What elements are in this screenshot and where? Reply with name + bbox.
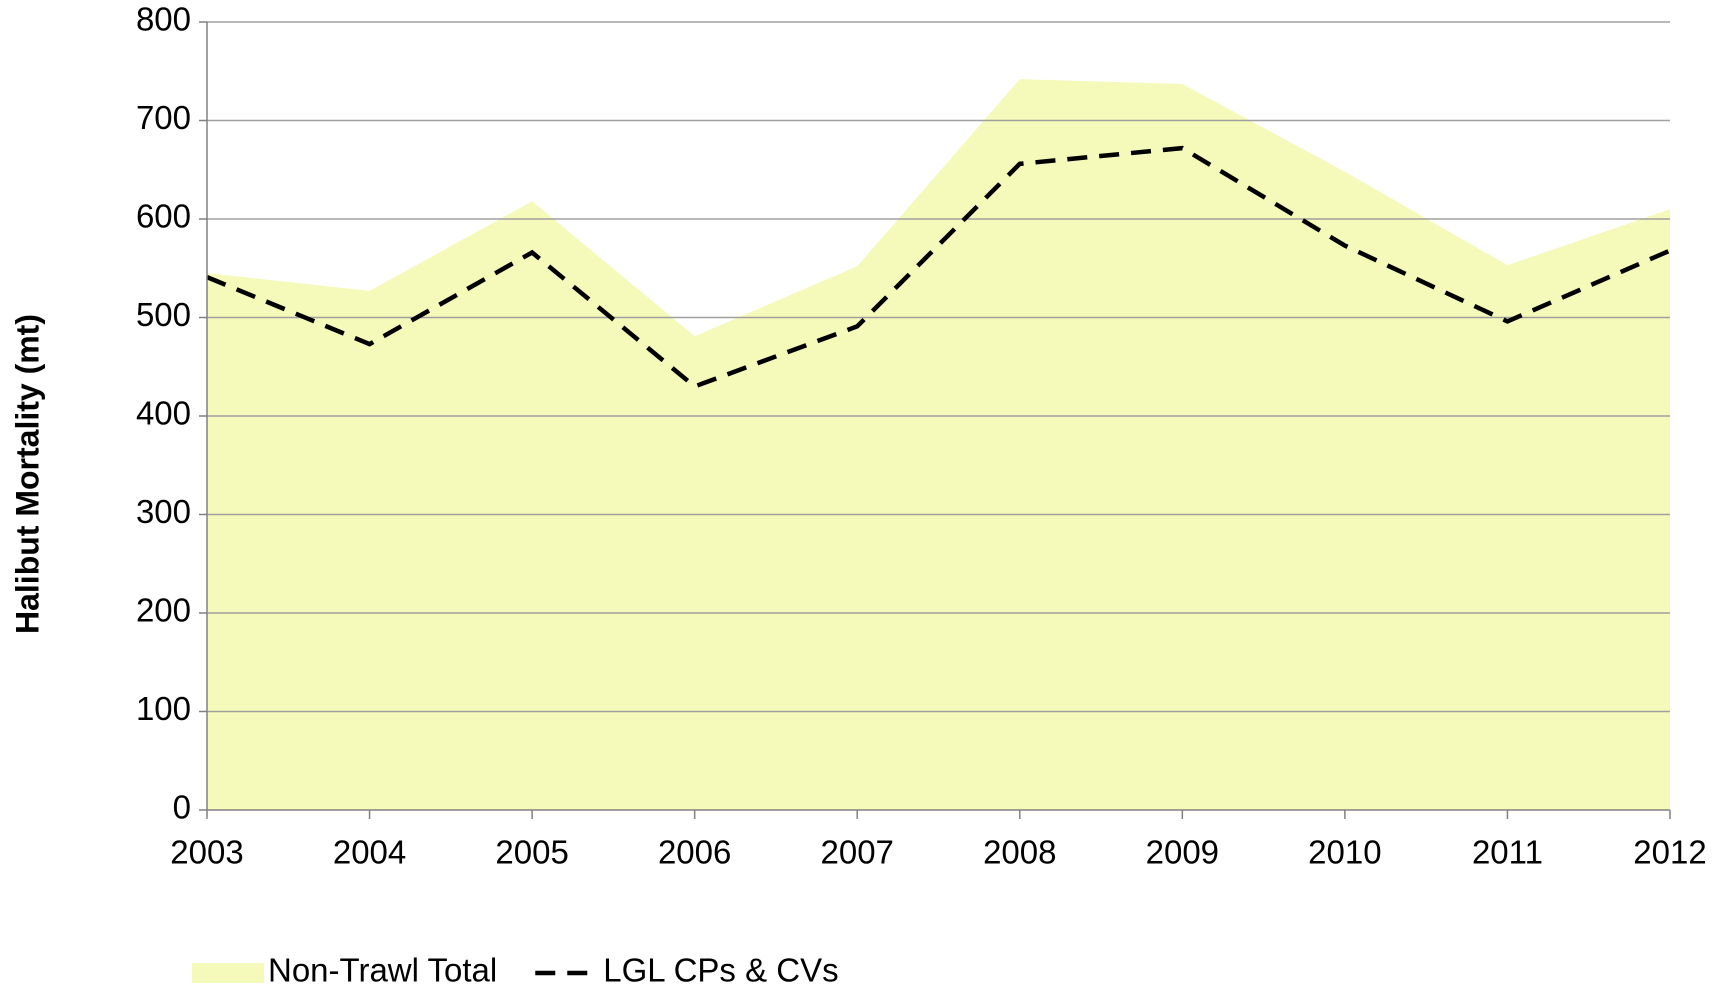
x-tick-label: 2009	[1146, 834, 1219, 871]
legend-label: Non-Trawl Total	[268, 952, 497, 987]
line	[206, 145, 1671, 390]
y-tick-label: 700	[136, 99, 191, 136]
legend-label: LGL CPs & CVs	[603, 952, 838, 987]
y-axis-label: Halibut Mortality (mt)	[9, 314, 45, 634]
x-tick-label: 2006	[658, 834, 731, 871]
area	[207, 79, 1670, 810]
x-tick-label: 2005	[495, 834, 568, 871]
y-tick-label: 0	[173, 789, 191, 826]
x-tick-label: 2004	[333, 834, 406, 871]
x-tick-label: 2007	[821, 834, 894, 871]
y-tick-label: 600	[136, 198, 191, 235]
y-tick-label: 100	[136, 690, 191, 727]
x-tick-label: 2008	[983, 834, 1056, 871]
y-tick-label: 500	[136, 296, 191, 333]
y-tick-label: 400	[136, 395, 191, 432]
y-tick-label: 300	[136, 493, 191, 530]
x-tick-label: 2003	[170, 834, 243, 871]
legend-swatch	[192, 963, 264, 983]
x-tick-label: 2011	[1472, 834, 1543, 871]
x-tick-label: 2012	[1633, 834, 1706, 871]
x-tick-label: 2010	[1308, 834, 1381, 871]
y-tick-label: 800	[136, 1, 191, 38]
y-tick-label: 200	[136, 592, 191, 629]
